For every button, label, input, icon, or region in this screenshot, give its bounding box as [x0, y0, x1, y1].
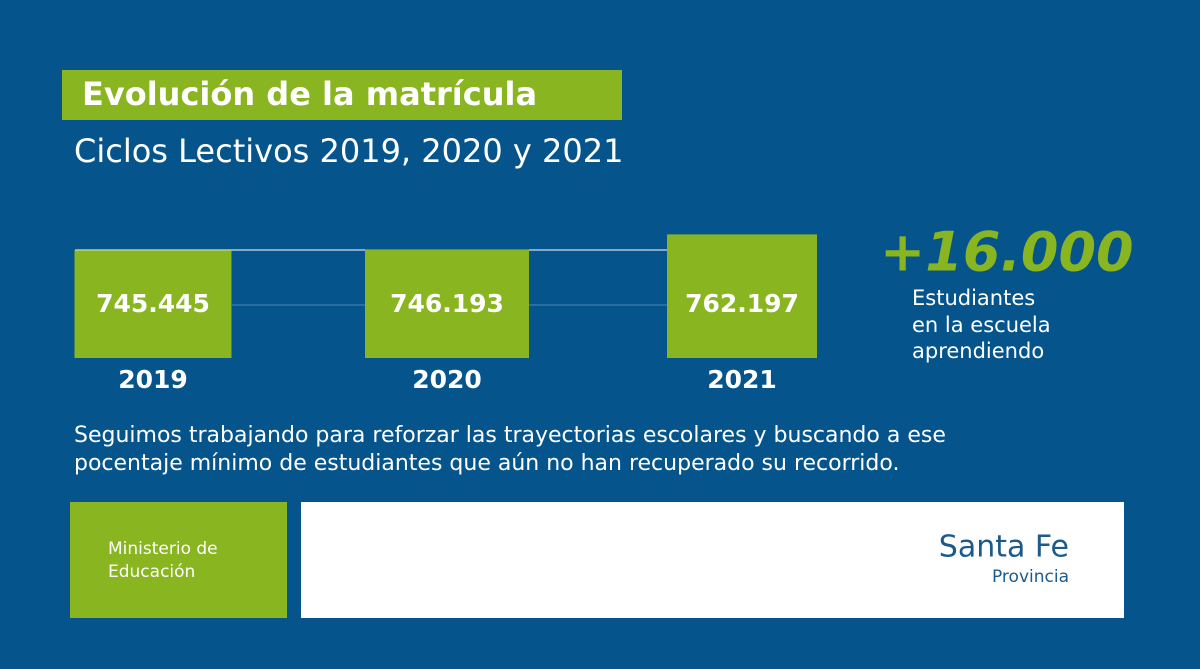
bar	[365, 249, 529, 358]
highlight-text: en la escuela	[912, 313, 1051, 337]
chart-subtitle: Ciclos Lectivos 2019, 2020 y 2021	[74, 132, 623, 170]
x-tick-label: 2020	[412, 365, 482, 394]
value-label: 762.197	[685, 289, 799, 318]
value-label: 746.193	[390, 289, 504, 318]
highlight-text: aprendiendo	[912, 339, 1044, 363]
bar	[74, 250, 232, 358]
brand-box	[301, 502, 1124, 618]
x-tick-label: 2019	[118, 365, 188, 394]
brand: Santa Fe	[939, 530, 1069, 565]
x-tick-label: 2021	[707, 365, 777, 394]
bars: 745.445 2019 746.193 2020 762.197 2021	[74, 234, 817, 394]
bar	[667, 234, 817, 358]
brand-sub: Provincia	[992, 567, 1069, 587]
highlight-text: Estudiantes	[912, 286, 1035, 310]
body-text: pocentaje mínimo de estudiantes que aún …	[74, 451, 899, 476]
ministry-text: Educación	[108, 562, 195, 582]
highlight-value: +16.000	[880, 221, 1134, 284]
body-text: Seguimos trabajando para reforzar las tr…	[74, 423, 946, 448]
ministry-text: Ministerio de	[108, 539, 218, 559]
title-box	[62, 70, 622, 120]
chart-title: Evolución de la matrícula	[82, 75, 537, 113]
footer-box	[70, 502, 287, 618]
value-label: 745.445	[96, 289, 210, 318]
